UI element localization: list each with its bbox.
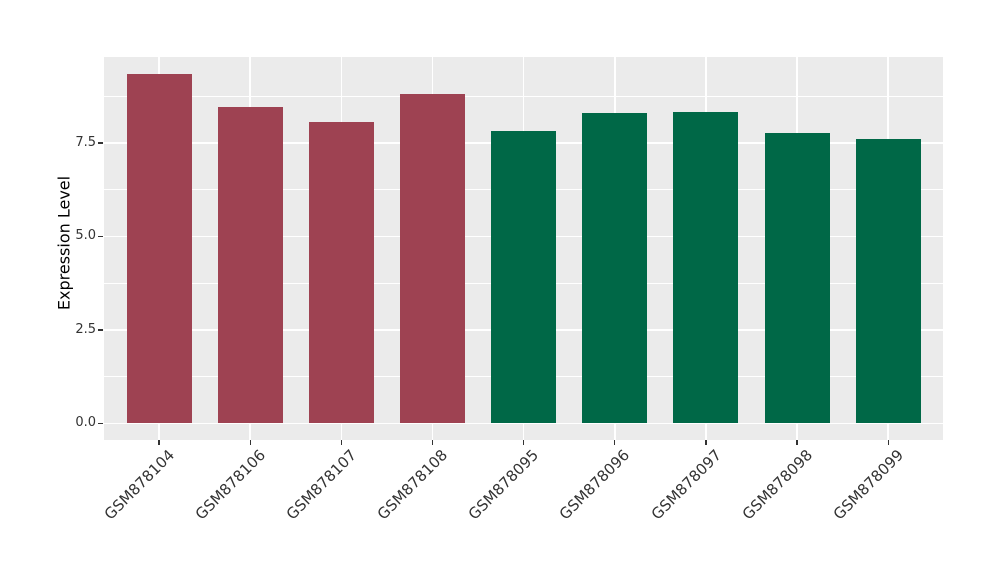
plot-panel (104, 57, 943, 440)
y-tick-mark (98, 422, 103, 424)
x-tick-mark (705, 440, 707, 445)
x-tick-mark (340, 440, 342, 445)
x-tick-mark (887, 440, 889, 445)
x-tick-label: GSM878108 (373, 446, 452, 524)
bar-GSM878099 (855, 138, 921, 424)
bar-GSM878106 (217, 106, 283, 424)
x-tick-mark (796, 440, 798, 445)
x-tick-label: GSM878096 (556, 446, 634, 524)
x-tick-label: GSM878104 (100, 446, 178, 524)
x-tick-label: GSM878106 (191, 446, 269, 524)
x-tick-label: GSM878098 (738, 446, 816, 524)
bar-GSM878104 (126, 73, 192, 424)
bar-GSM878095 (491, 131, 557, 424)
x-tick-label: GSM878107 (282, 446, 361, 524)
bar-GSM878108 (399, 94, 465, 424)
x-tick-label: GSM878099 (829, 446, 907, 524)
x-tick-mark (431, 440, 434, 445)
y-tick-label: 0.0 (75, 415, 96, 431)
x-tick-label: GSM878095 (465, 446, 543, 524)
x-tick-mark (614, 440, 616, 445)
y-axis-title: Expression Level (54, 175, 74, 311)
x-tick-mark (158, 440, 160, 445)
bar-GSM878098 (764, 132, 830, 424)
y-tick-mark (98, 235, 103, 238)
bar-GSM878097 (673, 111, 739, 424)
y-tick-label: 5.0 (75, 228, 96, 244)
bar-GSM878107 (308, 122, 374, 424)
y-tick-mark (98, 142, 103, 144)
x-tick-label: GSM878097 (647, 446, 725, 524)
y-tick-mark (98, 329, 103, 331)
y-tick-label: 7.5 (75, 135, 96, 151)
x-tick-mark (522, 440, 525, 445)
y-tick-label: 2.5 (75, 321, 96, 337)
x-tick-mark (249, 440, 251, 445)
bar-GSM878096 (582, 113, 648, 424)
